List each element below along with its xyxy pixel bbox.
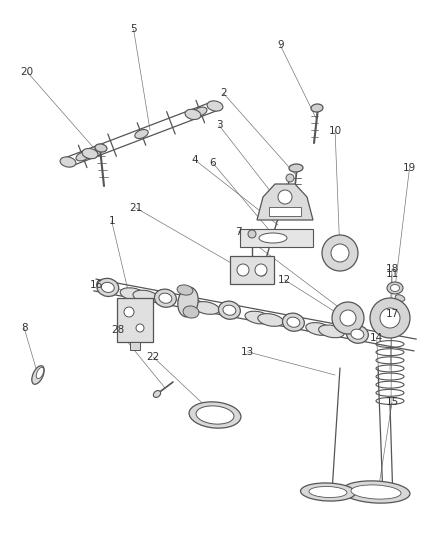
Circle shape (248, 230, 256, 238)
Ellipse shape (178, 287, 198, 317)
Text: 17: 17 (385, 310, 399, 319)
Ellipse shape (223, 305, 236, 315)
Ellipse shape (82, 149, 98, 159)
Ellipse shape (391, 285, 399, 292)
Circle shape (286, 174, 294, 182)
Ellipse shape (387, 282, 403, 294)
Circle shape (370, 298, 410, 338)
Ellipse shape (185, 109, 201, 119)
Text: 3: 3 (215, 120, 223, 130)
Ellipse shape (311, 104, 323, 112)
Circle shape (322, 235, 358, 271)
Ellipse shape (258, 313, 283, 326)
Ellipse shape (194, 107, 207, 116)
Circle shape (136, 324, 144, 332)
Circle shape (339, 306, 351, 318)
Circle shape (278, 190, 292, 204)
Ellipse shape (76, 152, 89, 161)
Ellipse shape (309, 487, 347, 497)
Text: 14: 14 (370, 334, 383, 343)
Ellipse shape (155, 289, 177, 308)
Text: 21: 21 (129, 203, 142, 213)
Ellipse shape (395, 295, 405, 301)
Ellipse shape (318, 325, 344, 338)
Text: 28: 28 (112, 326, 125, 335)
Ellipse shape (300, 483, 356, 501)
Ellipse shape (32, 366, 44, 384)
Ellipse shape (351, 329, 364, 340)
Ellipse shape (153, 391, 161, 398)
Text: 8: 8 (21, 323, 28, 333)
Ellipse shape (95, 144, 107, 152)
Text: 11: 11 (385, 270, 399, 279)
Circle shape (340, 310, 356, 326)
Text: 1: 1 (108, 216, 115, 226)
Circle shape (237, 264, 249, 276)
Text: 6: 6 (209, 158, 216, 167)
Polygon shape (240, 229, 313, 247)
Text: 9: 9 (277, 41, 284, 50)
Circle shape (124, 307, 134, 317)
Ellipse shape (346, 325, 368, 343)
Ellipse shape (259, 233, 287, 243)
Circle shape (255, 264, 267, 276)
Text: 13: 13 (241, 347, 254, 357)
Circle shape (331, 244, 349, 262)
Polygon shape (130, 342, 140, 350)
Ellipse shape (120, 288, 146, 301)
Ellipse shape (287, 317, 300, 327)
Ellipse shape (245, 311, 271, 324)
Text: 18: 18 (385, 264, 399, 274)
Ellipse shape (181, 299, 207, 312)
Circle shape (380, 308, 400, 328)
Ellipse shape (194, 302, 219, 314)
Text: 20: 20 (21, 67, 34, 77)
Text: 12: 12 (278, 275, 291, 285)
Text: 22: 22 (147, 352, 160, 362)
Text: 4: 4 (191, 155, 198, 165)
Ellipse shape (133, 290, 159, 303)
Polygon shape (230, 256, 274, 284)
Ellipse shape (135, 130, 148, 139)
Polygon shape (117, 298, 153, 342)
Ellipse shape (196, 406, 234, 424)
Ellipse shape (159, 293, 172, 303)
Text: 2: 2 (220, 88, 227, 98)
Polygon shape (257, 184, 313, 220)
Ellipse shape (101, 282, 114, 293)
Ellipse shape (207, 101, 223, 111)
Ellipse shape (97, 278, 119, 296)
Ellipse shape (219, 301, 240, 319)
Circle shape (258, 268, 266, 276)
Ellipse shape (36, 367, 44, 378)
Text: 7: 7 (235, 227, 242, 237)
Ellipse shape (342, 481, 410, 503)
Circle shape (332, 302, 364, 334)
Polygon shape (269, 207, 301, 216)
Ellipse shape (351, 485, 401, 499)
Text: 19: 19 (403, 163, 416, 173)
Text: 10: 10 (328, 126, 342, 135)
Ellipse shape (189, 402, 241, 428)
Text: 5: 5 (130, 25, 137, 34)
Ellipse shape (177, 285, 193, 295)
Ellipse shape (183, 306, 199, 318)
Ellipse shape (60, 157, 76, 167)
Ellipse shape (283, 313, 304, 332)
Ellipse shape (289, 164, 303, 172)
Text: 15: 15 (385, 398, 399, 407)
Ellipse shape (306, 322, 332, 335)
Text: 16: 16 (90, 280, 103, 290)
